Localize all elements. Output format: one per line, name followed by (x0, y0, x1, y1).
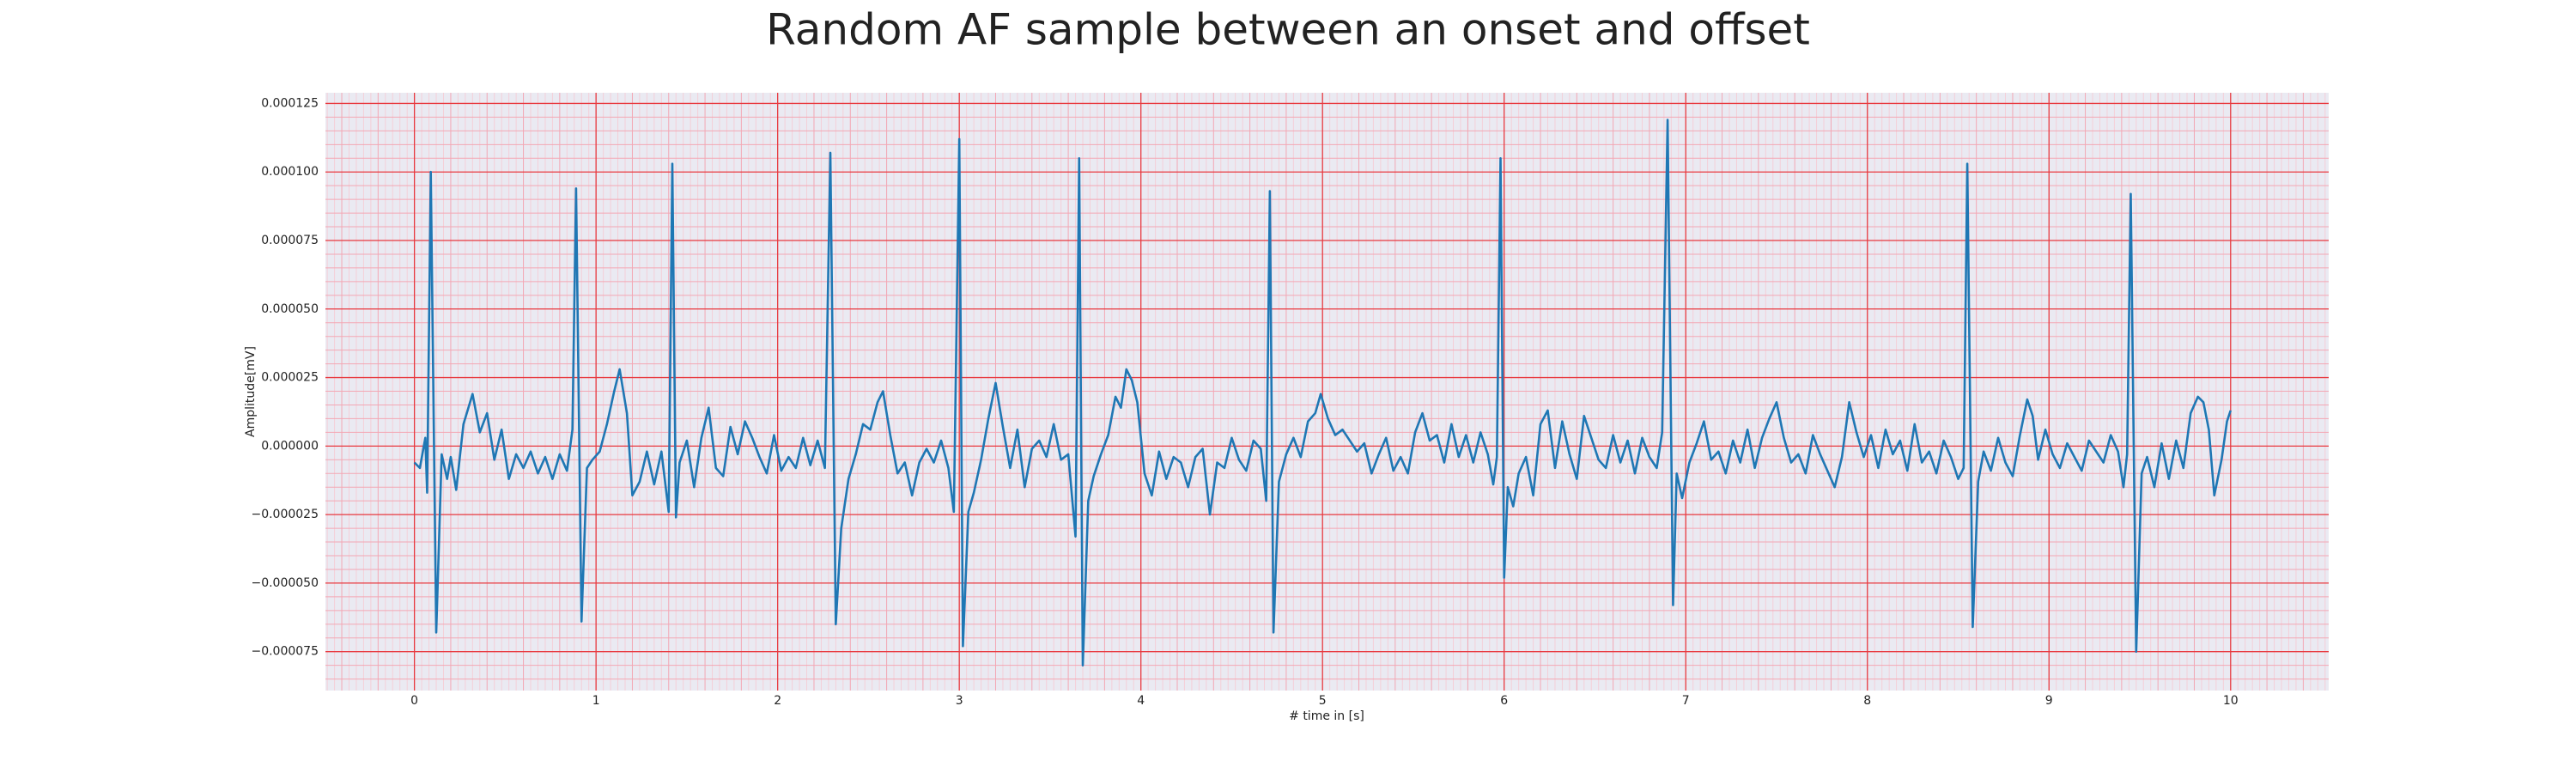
y-tick-label: 0.000125 (261, 96, 319, 110)
y-tick-label: −0.000075 (251, 645, 319, 659)
x-tick-label: 4 (1137, 694, 1145, 708)
x-tick-label: 0 (410, 694, 418, 708)
x-tick-label: 3 (956, 694, 963, 708)
x-tick-label: 2 (774, 694, 781, 708)
y-tick-label: 0.000000 (261, 439, 319, 453)
y-axis-label: Amplitude[mV] (244, 346, 258, 437)
y-tick-label: 0.000050 (261, 302, 319, 316)
y-tick-label: −0.000025 (251, 508, 319, 521)
y-tick-label: 0.000075 (261, 234, 319, 247)
x-tick-label: 1 (592, 694, 600, 708)
x-tick-label: 6 (1500, 694, 1508, 708)
y-tick-label: 0.000025 (261, 371, 319, 385)
marks (413, 119, 2233, 666)
y-tick-label: 0.000100 (261, 165, 319, 179)
data-line (413, 119, 2233, 666)
x-tick-label: 5 (1319, 694, 1327, 708)
x-tick-label: 7 (1682, 694, 1690, 708)
grid (325, 93, 2329, 691)
x-tick-label: 10 (2223, 694, 2239, 708)
x-tick-label: 8 (1863, 694, 1871, 708)
x-tick-label: 9 (2045, 694, 2053, 708)
chart-title: Random AF sample between an onset and of… (766, 5, 1810, 55)
y-tick-label: −0.000050 (251, 576, 319, 590)
x-axis-label: # time in [s] (1289, 709, 1364, 723)
